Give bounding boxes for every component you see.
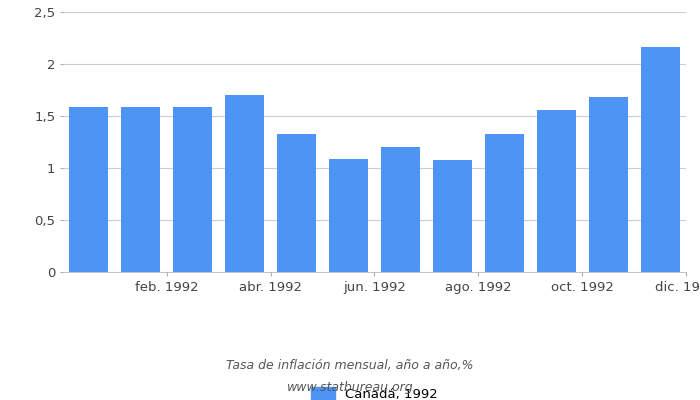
Bar <box>485 134 524 272</box>
Bar <box>329 159 368 272</box>
Bar <box>277 134 316 272</box>
Bar <box>537 110 575 272</box>
Bar <box>381 147 420 272</box>
Text: Tasa de inflación mensual, año a año,%: Tasa de inflación mensual, año a año,% <box>226 360 474 372</box>
Text: www.statbureau.org: www.statbureau.org <box>287 382 413 394</box>
Bar <box>640 47 680 272</box>
Bar <box>589 97 628 272</box>
Legend: Canadá, 1992: Canadá, 1992 <box>311 387 438 400</box>
Bar <box>174 107 212 272</box>
Bar <box>433 160 472 272</box>
Bar <box>225 95 264 272</box>
Bar <box>121 107 160 272</box>
Bar <box>69 107 108 272</box>
